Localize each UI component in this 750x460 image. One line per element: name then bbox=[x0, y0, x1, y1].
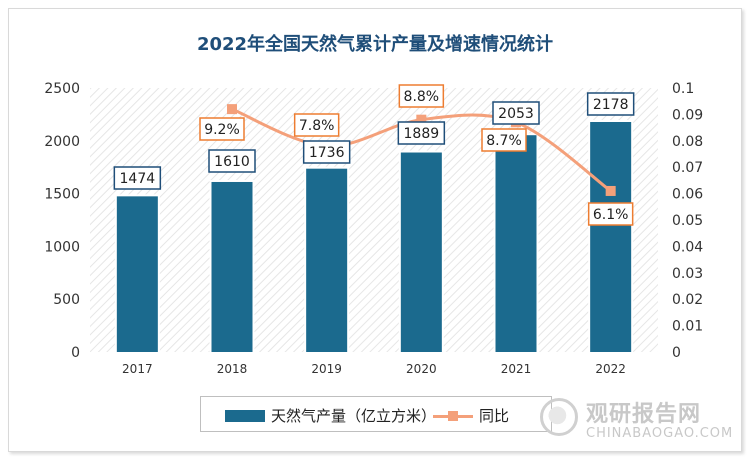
bar-2020 bbox=[400, 152, 442, 352]
yoy-label-2022: 6.1% bbox=[593, 207, 629, 223]
watermark-cn: 观研报告网 bbox=[586, 402, 702, 427]
y-right-tick-0.1: 0.1 bbox=[672, 81, 694, 97]
watermark-en: CHINABAOGAO.COM bbox=[586, 426, 734, 441]
y-right-tick-0.05: 0.05 bbox=[672, 213, 703, 229]
watermark-logo-icon bbox=[540, 398, 578, 436]
yoy-label-2021: 8.7% bbox=[486, 133, 522, 149]
y-left-tick-2500: 2500 bbox=[44, 81, 80, 97]
legend-label-production: 天然气产量（亿立方米） bbox=[271, 407, 437, 425]
bar-label-box-2021 bbox=[492, 101, 540, 125]
y-right-tick-0.02: 0.02 bbox=[672, 292, 703, 308]
legend-item-yoy: 同比 bbox=[433, 405, 509, 426]
bar-label-2022: 2178 bbox=[593, 97, 629, 113]
y-left-tick-2000: 2000 bbox=[44, 134, 80, 150]
yoy-point-2022 bbox=[605, 185, 616, 196]
yoy-label-box-2020 bbox=[398, 84, 445, 108]
legend-label-yoy: 同比 bbox=[479, 407, 510, 425]
x-tick-2021: 2021 bbox=[501, 362, 532, 376]
bar-label-2020: 1889 bbox=[404, 126, 440, 142]
y-left-tick-500: 500 bbox=[53, 292, 80, 308]
yoy-point-2020 bbox=[416, 114, 427, 125]
x-tick-2020: 2020 bbox=[406, 362, 437, 376]
legend-swatch-bar bbox=[225, 409, 265, 422]
y-right-tick-0: 0 bbox=[672, 345, 681, 361]
bar-label-box-2018 bbox=[208, 149, 256, 173]
legend-item-production: 天然气产量（亿立方米） bbox=[225, 405, 436, 426]
chart-title: 2022年全国天然气累计产量及增速情况统计 bbox=[196, 34, 554, 55]
bar-2019 bbox=[306, 168, 348, 352]
bar-label-box-2017 bbox=[113, 166, 162, 190]
yoy-label-box-2019 bbox=[293, 113, 340, 137]
watermark: 观研报告网 CHINABAOGAO.COM bbox=[540, 396, 740, 446]
yoy-label-2018: 9.2% bbox=[204, 122, 240, 138]
bar-label-box-2020 bbox=[397, 121, 446, 145]
y-right-tick-0.01: 0.01 bbox=[672, 319, 703, 335]
x-tick-2022: 2022 bbox=[595, 362, 626, 376]
y-right-tick-0.06: 0.06 bbox=[672, 187, 703, 203]
y-right-tick-0.09: 0.09 bbox=[672, 107, 703, 123]
bar-2018 bbox=[211, 181, 253, 352]
yoy-label-box-2021 bbox=[481, 128, 527, 152]
yoy-label-2019: 7.8% bbox=[299, 118, 335, 134]
legend-swatch-line bbox=[433, 409, 473, 423]
y-right-tick-0.07: 0.07 bbox=[672, 160, 703, 176]
y-left-tick-1500: 1500 bbox=[44, 187, 80, 203]
plot-area bbox=[90, 88, 658, 352]
y-right-tick-0.04: 0.04 bbox=[672, 239, 703, 255]
y-right-tick-0.08: 0.08 bbox=[672, 134, 703, 150]
bar-label-box-2022 bbox=[586, 92, 635, 116]
x-tick-2018: 2018 bbox=[217, 362, 248, 376]
bar-label-2019: 1736 bbox=[309, 145, 345, 161]
bar-label-2021: 2053 bbox=[498, 106, 534, 122]
x-tick-2017: 2017 bbox=[122, 362, 153, 376]
bar-2022 bbox=[590, 122, 632, 352]
bar-label-2017: 1474 bbox=[120, 171, 156, 187]
yoy-label-box-2022 bbox=[587, 202, 634, 226]
y-right-tick-0.03: 0.03 bbox=[672, 266, 703, 282]
yoy-point-2018 bbox=[227, 104, 237, 115]
bar-label-box-2019 bbox=[302, 140, 351, 164]
yoy-label-2020: 8.8% bbox=[404, 89, 440, 105]
yoy-label-box-2018 bbox=[199, 117, 245, 141]
legend: 天然气产量（亿立方米） 同比 bbox=[200, 396, 552, 432]
bar-2017 bbox=[116, 196, 158, 352]
y-left-tick-1000: 1000 bbox=[44, 239, 80, 255]
bar-label-2018: 1610 bbox=[214, 154, 250, 170]
bar-2021 bbox=[495, 135, 537, 352]
x-tick-2019: 2019 bbox=[311, 362, 342, 376]
y-left-tick-0: 0 bbox=[71, 345, 80, 361]
